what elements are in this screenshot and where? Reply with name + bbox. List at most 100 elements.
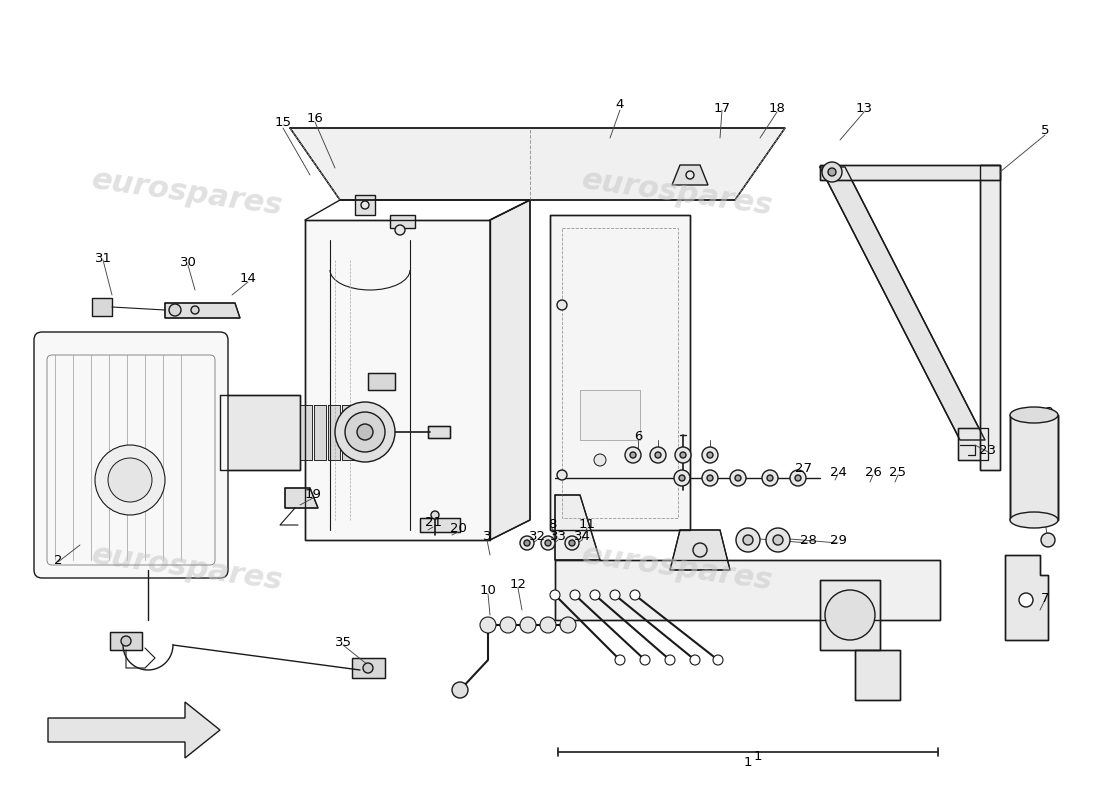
Polygon shape (855, 650, 900, 700)
Text: eurospares: eurospares (580, 541, 774, 596)
Ellipse shape (1010, 512, 1058, 528)
Polygon shape (1010, 415, 1058, 520)
Polygon shape (352, 658, 385, 678)
Polygon shape (305, 220, 490, 540)
Circle shape (735, 475, 741, 481)
Circle shape (570, 590, 580, 600)
Circle shape (767, 475, 773, 481)
Text: 5: 5 (1041, 123, 1049, 137)
Circle shape (550, 590, 560, 600)
Circle shape (707, 452, 713, 458)
Polygon shape (672, 165, 708, 185)
Polygon shape (285, 488, 318, 508)
Text: eurospares: eurospares (580, 166, 774, 221)
Polygon shape (958, 428, 988, 460)
Ellipse shape (1010, 407, 1058, 423)
Circle shape (640, 655, 650, 665)
Circle shape (500, 617, 516, 633)
Polygon shape (92, 298, 112, 316)
Text: 33: 33 (550, 530, 566, 543)
Text: 14: 14 (240, 271, 256, 285)
Circle shape (828, 168, 836, 176)
Circle shape (121, 636, 131, 646)
Text: 20: 20 (450, 522, 466, 534)
Circle shape (540, 617, 556, 633)
Polygon shape (556, 560, 940, 620)
Circle shape (541, 536, 556, 550)
Circle shape (773, 535, 783, 545)
Circle shape (713, 655, 723, 665)
Circle shape (594, 454, 606, 466)
Circle shape (520, 617, 536, 633)
Circle shape (625, 447, 641, 463)
Polygon shape (420, 518, 460, 532)
Polygon shape (580, 390, 640, 440)
Text: 22: 22 (1036, 406, 1054, 418)
Polygon shape (355, 195, 375, 215)
Circle shape (1041, 533, 1055, 547)
Circle shape (762, 470, 778, 486)
Polygon shape (356, 405, 369, 460)
Text: 7: 7 (1041, 591, 1049, 605)
Circle shape (742, 535, 754, 545)
Text: 31: 31 (95, 251, 111, 265)
Circle shape (690, 655, 700, 665)
Polygon shape (328, 405, 340, 460)
Text: 1: 1 (754, 750, 762, 763)
Circle shape (654, 452, 661, 458)
Text: eurospares: eurospares (90, 166, 285, 221)
Polygon shape (290, 128, 785, 200)
Text: 8: 8 (548, 518, 557, 531)
Polygon shape (300, 405, 312, 460)
Polygon shape (428, 426, 450, 438)
Circle shape (544, 540, 551, 546)
Text: 23: 23 (979, 443, 997, 457)
Polygon shape (368, 373, 395, 390)
Text: 4: 4 (616, 98, 624, 111)
Circle shape (1019, 593, 1033, 607)
Circle shape (702, 470, 718, 486)
Circle shape (766, 528, 790, 552)
Polygon shape (165, 303, 240, 318)
Circle shape (707, 475, 713, 481)
Circle shape (702, 447, 718, 463)
Text: 29: 29 (829, 534, 846, 546)
Text: eurospares: eurospares (90, 541, 285, 596)
Circle shape (615, 655, 625, 665)
Text: 3: 3 (483, 530, 492, 543)
Text: 18: 18 (769, 102, 785, 114)
Text: 6: 6 (634, 430, 642, 443)
Circle shape (557, 300, 566, 310)
Circle shape (730, 470, 746, 486)
Polygon shape (1005, 555, 1048, 640)
Polygon shape (314, 405, 326, 460)
Circle shape (169, 304, 182, 316)
Polygon shape (556, 495, 600, 560)
Circle shape (736, 528, 760, 552)
Circle shape (108, 458, 152, 502)
Circle shape (680, 452, 686, 458)
Circle shape (336, 402, 395, 462)
Circle shape (630, 452, 636, 458)
Text: 24: 24 (829, 466, 846, 479)
Polygon shape (820, 167, 984, 440)
Text: 25: 25 (890, 466, 906, 479)
Polygon shape (670, 530, 730, 570)
Polygon shape (550, 215, 690, 530)
Polygon shape (820, 580, 880, 650)
Circle shape (795, 475, 801, 481)
Circle shape (650, 447, 666, 463)
Text: 34: 34 (573, 530, 591, 543)
Circle shape (560, 617, 576, 633)
Circle shape (431, 511, 439, 519)
Circle shape (358, 424, 373, 440)
Text: 11: 11 (579, 518, 595, 531)
Text: 16: 16 (307, 111, 323, 125)
Text: 13: 13 (856, 102, 872, 114)
Text: 15: 15 (275, 115, 292, 129)
Text: 35: 35 (334, 635, 352, 649)
Circle shape (825, 590, 874, 640)
Polygon shape (48, 702, 220, 758)
FancyBboxPatch shape (34, 332, 228, 578)
Circle shape (345, 412, 385, 452)
